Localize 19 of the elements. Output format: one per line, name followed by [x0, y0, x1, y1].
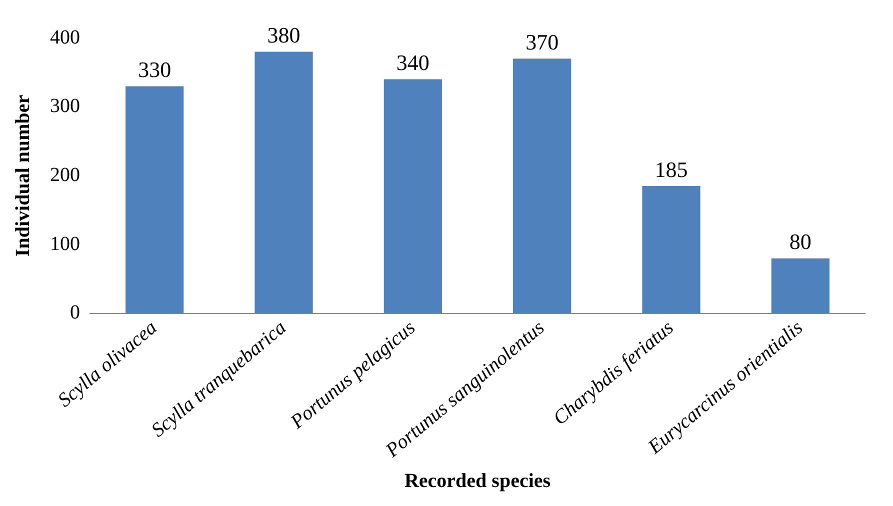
y-tick-label: 300 [50, 95, 80, 118]
y-tick-label: 100 [50, 232, 80, 255]
data-label: 185 [654, 156, 688, 182]
data-label: 340 [396, 50, 430, 76]
y-tick-label: 200 [50, 164, 80, 186]
x-axis-title: Recorded species [404, 470, 551, 492]
bar [254, 52, 313, 314]
data-label: 370 [526, 29, 559, 54]
y-tick-label: 0 [70, 302, 80, 324]
bar [771, 258, 830, 314]
data-label: 80 [789, 229, 812, 254]
y-axis-title: Individual number [12, 94, 34, 257]
y-tick-label: 400 [50, 26, 80, 48]
bar [642, 186, 700, 314]
data-label: 330 [138, 56, 172, 82]
data-label: 380 [267, 22, 300, 48]
bar [126, 86, 184, 314]
bar [384, 79, 442, 314]
bar [513, 58, 572, 314]
